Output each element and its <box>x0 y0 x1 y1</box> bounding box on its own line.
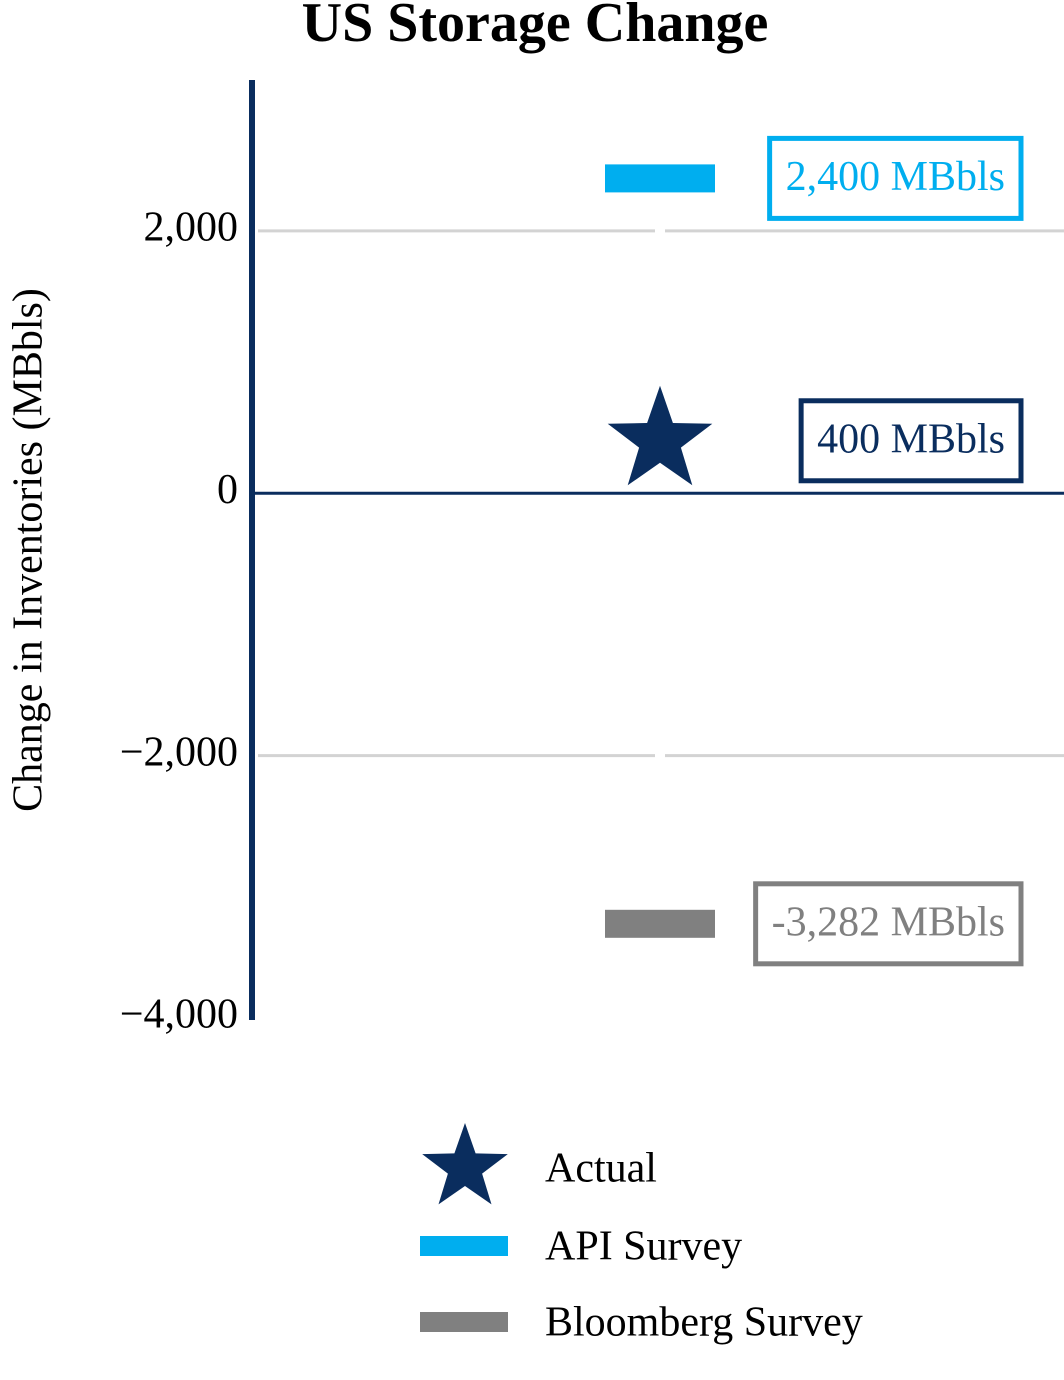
legend-bar <box>420 1312 508 1332</box>
value-label-box <box>798 398 1024 484</box>
chart-title: US Storage Change <box>302 0 769 54</box>
legend-label: Actual <box>545 1146 657 1192</box>
y-tick-label: 0 <box>217 467 238 513</box>
value-label-box <box>753 881 1024 967</box>
value-label: 400 MBbls <box>817 416 1005 462</box>
legend-star <box>422 1123 508 1205</box>
y-tick-label: −2,000 <box>120 729 238 775</box>
star-marker <box>607 385 713 486</box>
value-label: -3,282 MBbls <box>772 899 1005 945</box>
value-label: 2,400 MBbls <box>786 154 1005 200</box>
bar-marker <box>605 909 715 938</box>
bar-marker <box>605 164 715 193</box>
value-label-box <box>767 135 1024 221</box>
y-tick-label: 2,000 <box>144 205 239 251</box>
y-tick-label: −4,000 <box>120 992 238 1038</box>
legend-label: Bloomberg Survey <box>545 1300 863 1346</box>
legend-label: API Survey <box>545 1224 742 1270</box>
y-axis-label: Change in Inventories (MBbls) <box>6 288 52 812</box>
legend-bar <box>420 1236 508 1256</box>
